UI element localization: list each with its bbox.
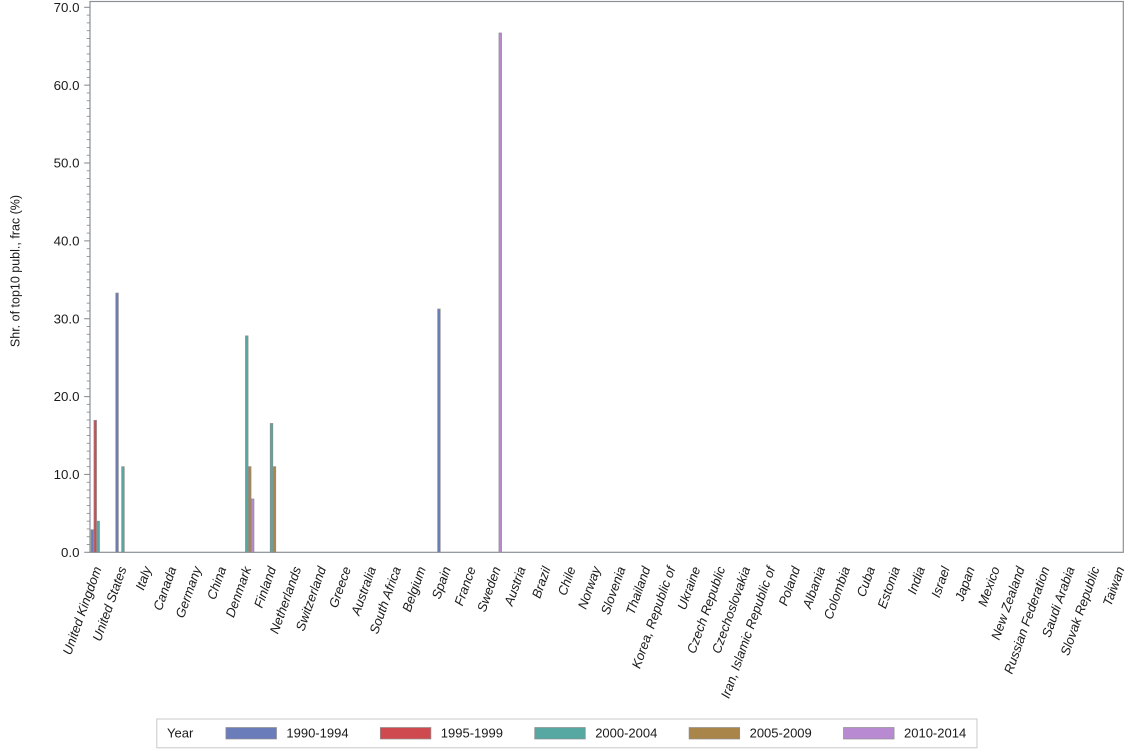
svg-text:Shr. of top10 publ., frac (%): Shr. of top10 publ., frac (%) xyxy=(8,195,22,347)
svg-text:2005-2009: 2005-2009 xyxy=(750,726,812,741)
svg-text:1990-1994: 1990-1994 xyxy=(286,726,348,741)
svg-text:1995-1999: 1995-1999 xyxy=(441,726,503,741)
svg-text:30.0: 30.0 xyxy=(54,311,80,326)
svg-text:70.0: 70.0 xyxy=(54,0,80,15)
svg-text:10.0: 10.0 xyxy=(54,467,80,482)
svg-text:2000-2004: 2000-2004 xyxy=(595,726,657,741)
svg-text:60.0: 60.0 xyxy=(54,78,80,93)
svg-text:2010-2014: 2010-2014 xyxy=(904,726,966,741)
svg-text:50.0: 50.0 xyxy=(54,156,80,171)
svg-text:0.0: 0.0 xyxy=(61,545,80,560)
svg-text:40.0: 40.0 xyxy=(54,233,80,248)
svg-text:Year: Year xyxy=(167,726,194,741)
svg-text:20.0: 20.0 xyxy=(54,389,80,404)
